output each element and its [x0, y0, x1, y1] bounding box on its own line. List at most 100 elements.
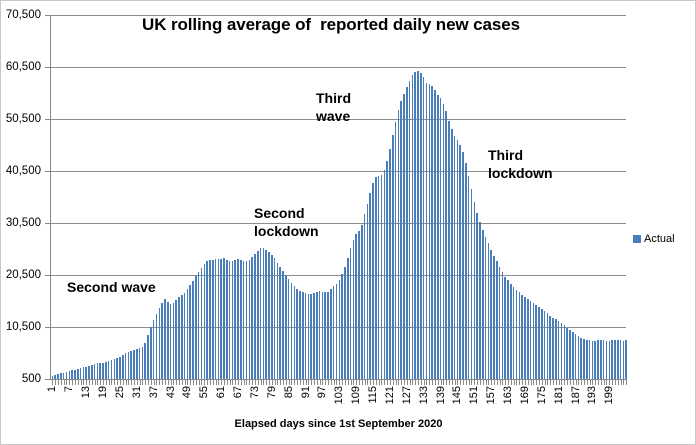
- x-tick-mark: [119, 380, 121, 385]
- x-tick-slot: [155, 380, 158, 386]
- bar-slot: [377, 15, 380, 379]
- bar-slot: [372, 15, 375, 379]
- bar-slot: [130, 15, 133, 379]
- x-tick-slot: [419, 380, 422, 386]
- bar-slot: [113, 15, 116, 379]
- bar: [200, 267, 203, 379]
- plot-area: 500 10,500 20,500 30,500 40,500 50,500 60,500 7…: [6, 9, 627, 385]
- x-tick-mark: [226, 380, 228, 385]
- x-tick-slot: [183, 380, 186, 386]
- x-tick-slot: [374, 380, 377, 386]
- bar-slot: [411, 15, 414, 379]
- x-tick-slot: [552, 380, 555, 386]
- bar-slot: [608, 15, 611, 379]
- x-tick-mark: [370, 380, 372, 385]
- x-tick-mark: [389, 380, 391, 385]
- bar: [316, 292, 318, 379]
- bar-slot: [192, 15, 195, 379]
- x-tick-slot: [619, 380, 622, 386]
- x-tick-slot: [366, 380, 369, 386]
- x-tick-mark: [623, 380, 625, 385]
- x-tick-mark: [325, 380, 327, 385]
- x-tick-mark: [77, 380, 79, 385]
- bar: [442, 103, 445, 379]
- x-tick-mark: [499, 380, 501, 385]
- x-tick-mark: [502, 380, 504, 385]
- bar: [74, 369, 76, 379]
- x-tick-mark: [553, 380, 555, 385]
- bar-slot: [386, 15, 389, 379]
- x-tick-slot: [389, 380, 392, 386]
- bar-slot: [155, 15, 158, 379]
- bar: [318, 290, 321, 379]
- bar-slot: [133, 15, 136, 379]
- bar: [566, 327, 568, 379]
- x-tick-slot: [346, 380, 349, 386]
- bar-slot: [124, 15, 127, 379]
- bar: [588, 340, 591, 379]
- x-tick-slot: [299, 380, 302, 386]
- x-tick-mark: [522, 380, 524, 385]
- x-tick-slot: [262, 380, 265, 386]
- x-tick-slot: [616, 380, 619, 386]
- bar-slot: [487, 15, 490, 379]
- bar: [355, 234, 357, 379]
- bar-slot: [99, 15, 102, 379]
- bar: [451, 129, 453, 379]
- x-tick-slot: [546, 380, 549, 386]
- x-tick-mark: [339, 380, 341, 385]
- bar-slot: [560, 15, 563, 379]
- bar-slot: [223, 15, 226, 379]
- bar-slot: [90, 15, 93, 379]
- bar-slot: [462, 15, 465, 379]
- bar-slot: [206, 15, 209, 379]
- bar: [417, 71, 419, 379]
- x-tick-slot: [88, 380, 91, 386]
- x-tick-slot: [121, 380, 124, 386]
- x-tick-slot: [507, 380, 510, 386]
- x-tick-mark: [505, 380, 507, 385]
- bar-slot: [566, 15, 569, 379]
- x-tick-slot: [414, 380, 417, 386]
- x-tick-mark: [252, 380, 254, 385]
- bar-slot: [369, 15, 372, 379]
- bar-slot: [231, 15, 234, 379]
- bar-slot: [220, 15, 223, 379]
- bar: [310, 293, 312, 379]
- x-tick-slot: [93, 380, 96, 386]
- x-tick-mark: [215, 380, 217, 385]
- bar: [369, 193, 371, 379]
- bar: [299, 290, 301, 379]
- x-tick-slot: [549, 380, 552, 386]
- gridline: [50, 119, 626, 120]
- bar: [490, 249, 492, 379]
- x-tick-mark: [122, 380, 124, 385]
- x-tick-mark: [187, 380, 189, 385]
- x-tick-mark: [170, 380, 172, 385]
- bar-slot: [107, 15, 110, 379]
- x-tick-slot: [223, 380, 226, 386]
- x-tick-mark: [74, 380, 76, 385]
- x-tick-mark: [311, 380, 313, 385]
- x-tick-slot: [141, 380, 144, 386]
- x-tick-mark: [254, 380, 256, 385]
- legend-swatch-actual: [633, 235, 641, 243]
- x-tick-slot: [352, 380, 355, 386]
- bar: [110, 360, 113, 379]
- x-tick-mark: [350, 380, 352, 385]
- bar-slot: [445, 15, 448, 379]
- x-tick-mark: [55, 380, 57, 385]
- bar: [349, 248, 352, 379]
- bar: [467, 175, 470, 379]
- bar: [602, 340, 605, 379]
- x-tick-slot: [341, 380, 344, 386]
- bar: [113, 359, 116, 379]
- x-tick-mark: [195, 380, 197, 385]
- x-tick-slot: [495, 380, 498, 386]
- x-tick-slot: [130, 380, 133, 386]
- bar: [91, 364, 93, 379]
- x-tick-mark: [328, 380, 330, 385]
- bar-slot: [557, 15, 560, 379]
- x-tick-mark: [533, 380, 535, 385]
- x-tick-slot: [79, 380, 82, 386]
